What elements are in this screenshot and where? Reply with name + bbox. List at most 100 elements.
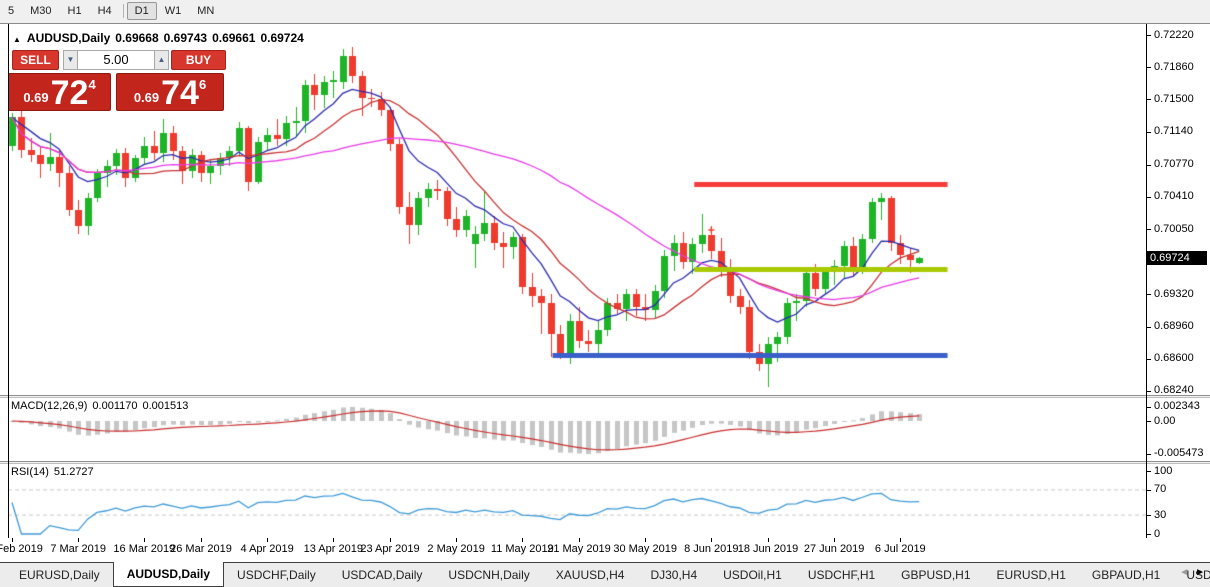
timeframe-button-5[interactable]: 5: [8, 5, 15, 17]
rsi-name: RSI(14): [11, 466, 49, 478]
time-axis-tick: [390, 538, 391, 542]
date-axis-label: 2 May 2019: [427, 543, 485, 555]
tab-scroll-right-icon[interactable]: ►: [1195, 567, 1205, 578]
date-axis-label: 4 Apr 2019: [240, 543, 294, 555]
pane-splitter[interactable]: [0, 395, 1210, 398]
rsi-indicator-canvas[interactable]: [0, 464, 1146, 538]
chart-tab-EURUSD-H1[interactable]: EURUSD,H1: [996, 568, 1066, 582]
buy-price-box[interactable]: 0.69 74 6: [116, 73, 224, 111]
chart-tab-USDOil-H1[interactable]: USDOil,H1: [723, 568, 782, 582]
time-axis-tick: [579, 538, 580, 542]
date-axis-label: 27 Jun 2019: [803, 543, 865, 555]
macd-signal-value: 0.001513: [142, 400, 189, 412]
axis-tick-mark: [1146, 229, 1151, 230]
chart-tab-XAUUSD-H4[interactable]: XAUUSD,H4: [555, 568, 625, 582]
date-axis-label: 21 May 2019: [547, 543, 611, 555]
rsi-axis-label: 100: [1154, 464, 1173, 477]
chart-tab-AUDUSD-Daily[interactable]: AUDUSD,Daily: [112, 562, 225, 587]
time-axis-tick: [900, 538, 901, 542]
price-axis-label: 0.71860: [1154, 60, 1194, 73]
axis-tick-mark: [1146, 359, 1151, 360]
toolbar-separator: [122, 4, 124, 18]
tab-scroll-arrows: ◄ ►: [1173, 567, 1205, 578]
axis-tick-mark: [1146, 35, 1151, 36]
chart-tab-USDCHF-Daily[interactable]: USDCHF,Daily: [237, 568, 316, 582]
sell-price-prefix: 0.69: [23, 90, 49, 105]
date-axis-label: 26 Feb 2019: [0, 543, 43, 555]
timeframe-button-H4[interactable]: H4: [97, 5, 112, 17]
plot-right-border: [1146, 24, 1147, 538]
chart-tab-bar: EURUSD,Daily AUDUSD,Daily USDCHF,Daily USDC…: [0, 562, 1210, 587]
ohlc-high: 0.69743: [163, 31, 208, 45]
macd-axis-label: 0.002343: [1154, 400, 1200, 413]
rsi-axis-label: 0: [1154, 527, 1161, 540]
time-axis-tick: [201, 538, 202, 542]
chart-tab-GBPAUD-H1[interactable]: GBPAUD,H1: [1091, 568, 1161, 582]
axis-tick-mark: [1146, 534, 1151, 535]
time-axis-tick: [768, 538, 769, 542]
time-axis-tick: [456, 538, 457, 542]
price-axis-label: 0.71500: [1154, 92, 1194, 105]
chart-tab-USDJP[interactable]: USDJP: [1186, 568, 1210, 582]
timeframe-button-MN[interactable]: MN: [197, 5, 215, 17]
ohlc-low: 0.69661: [212, 31, 256, 45]
chart-tab-DJ30-H4[interactable]: DJ30,H4: [650, 568, 698, 582]
volume-increase-button[interactable]: ▲: [154, 50, 169, 70]
timeframe-toolbar: 5 M30 H1 H4 D1 W1 MN: [0, 0, 1210, 22]
timeframe-button-H1[interactable]: H1: [67, 5, 82, 17]
time-axis-tick: [645, 538, 646, 542]
sell-button[interactable]: SELL: [12, 50, 59, 70]
macd-indicator-label: MACD(12,26,9) 0.001170 0.001513: [11, 400, 193, 412]
date-axis-label: 16 Mar 2019: [113, 543, 176, 555]
rsi-value: 51.2727: [53, 466, 94, 478]
chart-tab-USDCNH-Daily[interactable]: USDCNH,Daily: [448, 568, 530, 582]
axis-tick-mark: [1146, 454, 1151, 455]
time-axis-tick: [267, 538, 268, 542]
buy-button[interactable]: BUY: [171, 50, 226, 70]
macd-axis-label: 0.00: [1154, 414, 1176, 427]
axis-tick-mark: [1146, 294, 1151, 295]
buy-price-prefix: 0.69: [133, 90, 160, 105]
ohlc-close: 0.69724: [260, 31, 304, 45]
time-axis-tick: [12, 538, 13, 542]
plot-left-border: [8, 24, 9, 538]
axis-tick-mark: [1146, 421, 1151, 422]
pane-splitter[interactable]: [0, 461, 1210, 464]
axis-tick-mark: [1146, 197, 1151, 198]
date-axis-label: 18 Jun 2019: [737, 543, 799, 555]
sell-price-big: 72: [50, 74, 89, 113]
macd-name: MACD(12,26,9): [11, 400, 88, 412]
sell-price-box[interactable]: 0.69 72 4: [8, 73, 111, 111]
volume-decrease-button[interactable]: ▼: [63, 50, 78, 70]
time-axis-tick: [144, 538, 145, 542]
date-axis-label: 26 Mar 2019: [170, 543, 232, 555]
price-axis-label: 0.68600: [1154, 352, 1194, 365]
axis-tick-mark: [1146, 391, 1151, 392]
chart-window: ▲ AUDUSD,Daily 0.69668 0.69743 0.69661 0.6972…: [0, 23, 1210, 563]
chart-tab-EURUSD-Daily[interactable]: EURUSD,Daily: [19, 568, 100, 582]
price-axis-label: 0.70410: [1154, 190, 1194, 203]
chart-tab-GBPUSD-H1[interactable]: GBPUSD,H1: [901, 568, 971, 582]
collapse-trade-panel-icon[interactable]: ▲: [13, 35, 21, 44]
timeframe-button-W1[interactable]: W1: [164, 5, 182, 17]
macd-value: 0.001170: [92, 400, 138, 412]
timeframe-button-M30[interactable]: M30: [30, 5, 52, 17]
tab-scroll-left-icon[interactable]: ◄: [1179, 567, 1190, 578]
buy-price-big: 74: [161, 74, 199, 113]
chart-tab-USDCAD-Daily[interactable]: USDCAD,Daily: [341, 568, 423, 582]
volume-input[interactable]: 5.00: [77, 50, 155, 70]
price-axis-label: 0.72220: [1154, 28, 1194, 41]
time-axis-tick: [522, 538, 523, 542]
time-axis-tick: [834, 538, 835, 542]
axis-tick-mark: [1146, 165, 1151, 166]
timeframe-button-D1[interactable]: D1: [126, 2, 157, 20]
macd-indicator-canvas[interactable]: [0, 398, 1146, 461]
axis-tick-mark: [1146, 327, 1151, 328]
price-axis-label: 0.68960: [1154, 320, 1194, 333]
axis-tick-mark: [1146, 99, 1151, 100]
date-axis-label: 11 May 2019: [490, 543, 554, 555]
price-axis-label: 0.69320: [1154, 287, 1194, 300]
chart-tab-USDCHF-H1[interactable]: USDCHF,H1: [807, 568, 876, 582]
